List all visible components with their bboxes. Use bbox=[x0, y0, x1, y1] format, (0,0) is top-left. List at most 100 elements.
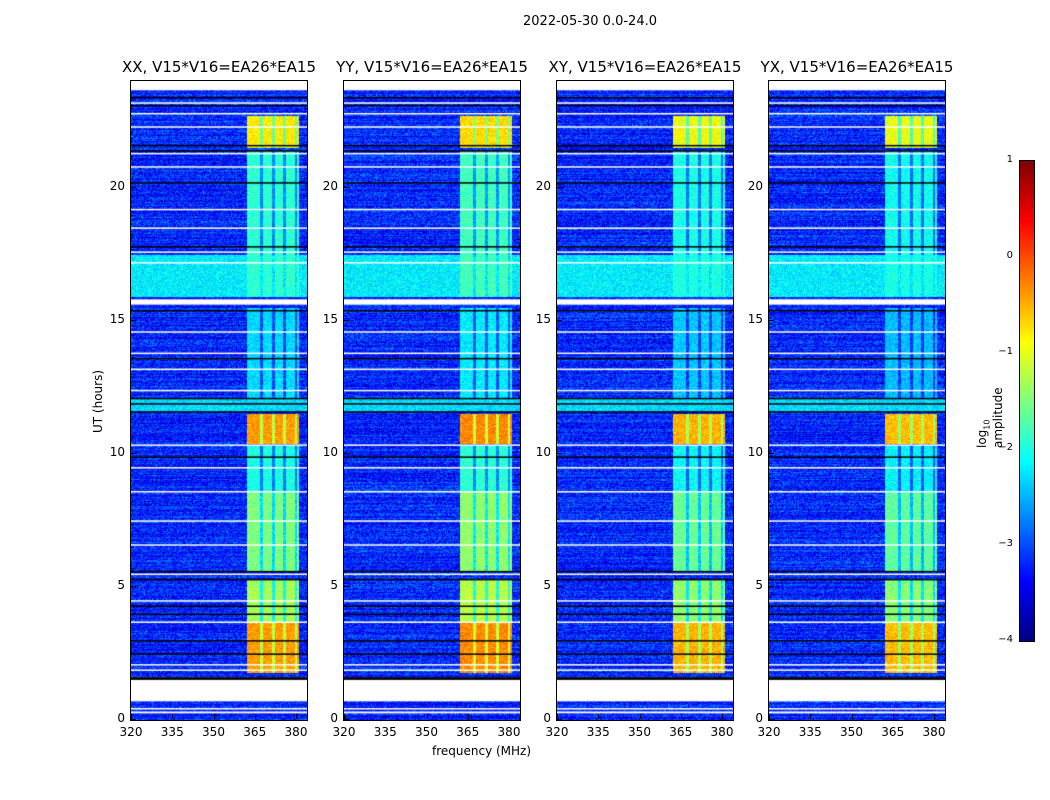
y-tick-mark bbox=[769, 319, 774, 321]
y-tick-label: 5 bbox=[117, 577, 125, 592]
x-tick-label: 320 bbox=[119, 725, 143, 739]
y-tick-mark bbox=[557, 319, 562, 321]
waterfall-heatmap bbox=[131, 81, 307, 720]
x-tick-mark bbox=[467, 714, 469, 719]
panel-title: YX, V15*V16=EA26*EA15 bbox=[760, 58, 954, 76]
x-tick-label: 380 bbox=[710, 725, 734, 739]
x-tick-mark bbox=[509, 714, 510, 719]
x-tick-label: 365 bbox=[456, 725, 480, 739]
x-tick-label: 365 bbox=[881, 725, 905, 739]
y-tick-mark bbox=[344, 186, 349, 188]
x-tick-mark bbox=[344, 714, 345, 719]
x-tick-label: 335 bbox=[160, 725, 184, 739]
colorbar-tick-label: 1 bbox=[1006, 154, 1013, 165]
y-tick-label: 20 bbox=[747, 178, 763, 193]
x-tick-label: 365 bbox=[669, 725, 693, 739]
y-tick-label: 5 bbox=[543, 577, 551, 592]
y-tick-label: 10 bbox=[747, 444, 763, 459]
y-tick-label: 0 bbox=[755, 711, 763, 725]
y-tick-mark bbox=[769, 452, 774, 454]
y-tick-mark bbox=[557, 186, 562, 188]
x-tick-mark bbox=[131, 714, 132, 719]
x-tick-mark bbox=[426, 714, 428, 719]
x-tick-label: 350 bbox=[202, 725, 225, 739]
y-tick-mark bbox=[557, 452, 562, 454]
y-tick-mark bbox=[131, 719, 136, 720]
colorbar-tick-label: 0 bbox=[1006, 250, 1013, 261]
x-tick-mark bbox=[557, 714, 558, 719]
y-tick-mark bbox=[131, 319, 136, 321]
y-tick-mark bbox=[131, 452, 136, 454]
x-tick-label: 380 bbox=[497, 725, 521, 739]
y-tick-label: 15 bbox=[747, 311, 763, 326]
y-axis-label: UT (hours) bbox=[91, 369, 105, 433]
y-tick-label: 0 bbox=[117, 711, 125, 725]
colorbar bbox=[1019, 160, 1035, 642]
waterfall-panel bbox=[343, 80, 521, 721]
y-tick-mark bbox=[769, 719, 774, 720]
x-tick-label: 365 bbox=[243, 725, 267, 739]
x-tick-label: 335 bbox=[798, 725, 822, 739]
y-tick-mark bbox=[344, 719, 349, 720]
x-tick-label: 320 bbox=[332, 725, 356, 739]
x-tick-label: 320 bbox=[757, 725, 781, 739]
panel-title: YY, V15*V16=EA26*EA15 bbox=[336, 58, 528, 76]
x-tick-mark bbox=[385, 714, 387, 719]
y-tick-mark bbox=[557, 585, 562, 587]
x-tick-label: 380 bbox=[284, 725, 308, 739]
y-tick-label: 20 bbox=[322, 178, 338, 193]
x-tick-label: 320 bbox=[545, 725, 569, 739]
x-tick-mark bbox=[810, 714, 812, 719]
colorbar-tick-label: −4 bbox=[998, 634, 1013, 645]
y-tick-mark bbox=[344, 319, 349, 321]
y-tick-label: 15 bbox=[322, 311, 338, 326]
y-tick-label: 5 bbox=[330, 577, 338, 592]
y-tick-label: 20 bbox=[109, 178, 125, 193]
waterfall-panel bbox=[556, 80, 734, 721]
x-tick-mark bbox=[769, 714, 770, 719]
x-tick-label: 335 bbox=[373, 725, 397, 739]
y-tick-label: 15 bbox=[535, 311, 551, 326]
y-tick-label: 10 bbox=[109, 444, 125, 459]
x-tick-mark bbox=[851, 714, 853, 719]
x-tick-mark bbox=[172, 714, 174, 719]
y-tick-label: 0 bbox=[543, 711, 551, 725]
y-tick-label: 20 bbox=[535, 178, 551, 193]
x-tick-label: 350 bbox=[628, 725, 651, 739]
y-tick-label: 10 bbox=[322, 444, 338, 459]
x-tick-label: 350 bbox=[415, 725, 438, 739]
panel-title: XX, V15*V16=EA26*EA15 bbox=[121, 58, 316, 76]
y-tick-label: 10 bbox=[535, 444, 551, 459]
panel-title: XY, V15*V16=EA26*EA15 bbox=[548, 58, 742, 76]
x-axis-label: frequency (MHz) bbox=[432, 744, 532, 758]
waterfall-panel bbox=[130, 80, 308, 721]
y-tick-mark bbox=[769, 585, 774, 587]
waterfall-heatmap bbox=[769, 81, 945, 720]
x-tick-mark bbox=[296, 714, 297, 719]
x-tick-mark bbox=[213, 714, 215, 719]
x-tick-mark bbox=[680, 714, 682, 719]
x-tick-mark bbox=[598, 714, 600, 719]
x-tick-mark bbox=[934, 714, 935, 719]
waterfall-heatmap bbox=[557, 81, 733, 720]
x-tick-mark bbox=[639, 714, 641, 719]
y-tick-mark bbox=[131, 186, 136, 188]
y-tick-mark bbox=[557, 719, 562, 720]
y-tick-label: 0 bbox=[330, 711, 338, 725]
y-tick-label: 15 bbox=[109, 311, 125, 326]
waterfall-panel bbox=[768, 80, 946, 721]
x-tick-label: 335 bbox=[586, 725, 610, 739]
x-tick-mark bbox=[892, 714, 894, 719]
x-tick-mark bbox=[722, 714, 723, 719]
x-tick-mark bbox=[254, 714, 256, 719]
y-tick-mark bbox=[344, 585, 349, 587]
colorbar-label: log10 amplitude bbox=[975, 387, 1006, 448]
y-tick-label: 5 bbox=[755, 577, 763, 592]
figure-title: 2022-05-30 0.0-24.0 bbox=[523, 14, 657, 29]
colorbar-tick-label: −2 bbox=[998, 442, 1013, 453]
y-tick-mark bbox=[131, 585, 136, 587]
colorbar-tick-label: −3 bbox=[998, 538, 1013, 549]
y-tick-mark bbox=[769, 186, 774, 188]
x-tick-label: 350 bbox=[840, 725, 863, 739]
x-tick-label: 380 bbox=[922, 725, 946, 739]
